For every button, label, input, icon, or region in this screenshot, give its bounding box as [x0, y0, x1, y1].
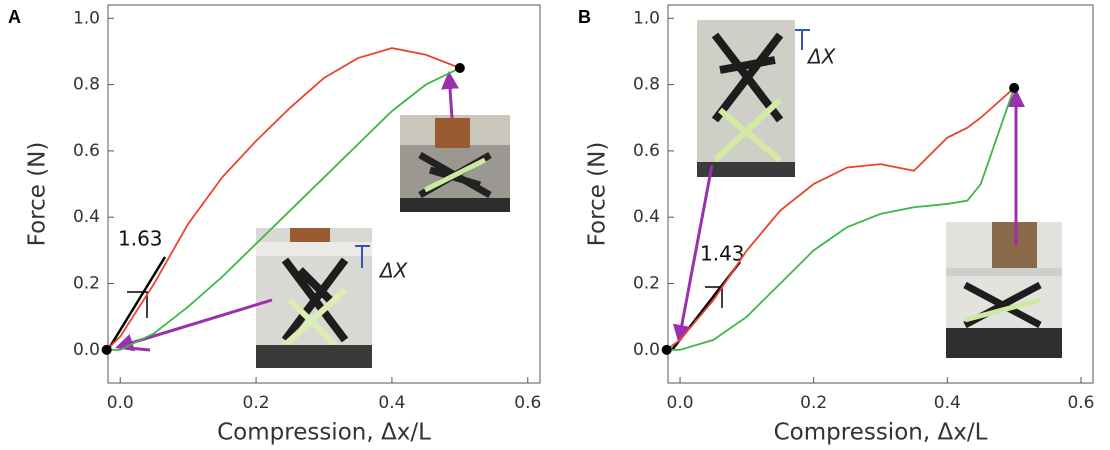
x-tick-label: 0.4 — [378, 393, 405, 413]
plot-frame — [667, 4, 1094, 384]
y-tick-label: 0.4 — [633, 207, 660, 227]
y-tick-label: 0.6 — [633, 141, 660, 161]
photo-label: ΔX — [806, 45, 837, 69]
photo — [946, 222, 1062, 358]
end-point — [454, 63, 465, 73]
panel-label: A — [8, 7, 21, 27]
end-point — [661, 344, 672, 355]
y-tick-label: 0.4 — [73, 207, 100, 227]
photo-label: ΔX — [378, 259, 409, 283]
y-axis-label: Force (N) — [585, 142, 611, 247]
x-tick-label: 0.4 — [934, 393, 961, 413]
photo: ΔX — [697, 20, 837, 177]
data-line — [106, 67, 461, 351]
x-axis-label: Compression, Δx/L — [774, 420, 988, 446]
y-tick-label: 0.6 — [73, 141, 100, 161]
photo — [400, 115, 510, 212]
slope-label: 1.43 — [700, 242, 745, 266]
x-tick-label: 0.6 — [514, 393, 541, 413]
slope-label: 1.63 — [118, 227, 163, 251]
data-line — [666, 87, 1015, 351]
y-tick-label: 0.2 — [633, 274, 660, 294]
y-tick-label: 0.8 — [633, 75, 660, 95]
data-line — [666, 87, 1015, 351]
y-tick-label: 0.2 — [73, 274, 100, 294]
x-tick-label: 0.0 — [107, 393, 134, 413]
x-tick-label: 0.6 — [1067, 393, 1094, 413]
plot-frame — [107, 4, 541, 384]
arrow — [115, 71, 1025, 352]
y-tick-label: 1.0 — [73, 8, 100, 28]
end-point — [101, 344, 112, 355]
photo: ΔX — [256, 228, 409, 368]
x-tick-label: 0.2 — [243, 393, 270, 413]
panel-label: B — [578, 7, 591, 27]
x-tick-label: 0.2 — [800, 393, 827, 413]
end-point — [1009, 82, 1020, 93]
x-tick-label: 0.0 — [667, 393, 694, 413]
y-tick-label: 0.0 — [73, 340, 100, 360]
data-line — [106, 47, 461, 351]
y-axis-label: Force (N) — [25, 142, 51, 247]
y-tick-label: 1.0 — [633, 8, 660, 28]
slope-marker — [106, 256, 741, 351]
y-tick-label: 0.8 — [73, 75, 100, 95]
y-tick-label: 0.0 — [633, 340, 660, 360]
x-axis-label: Compression, Δx/L — [217, 420, 431, 446]
